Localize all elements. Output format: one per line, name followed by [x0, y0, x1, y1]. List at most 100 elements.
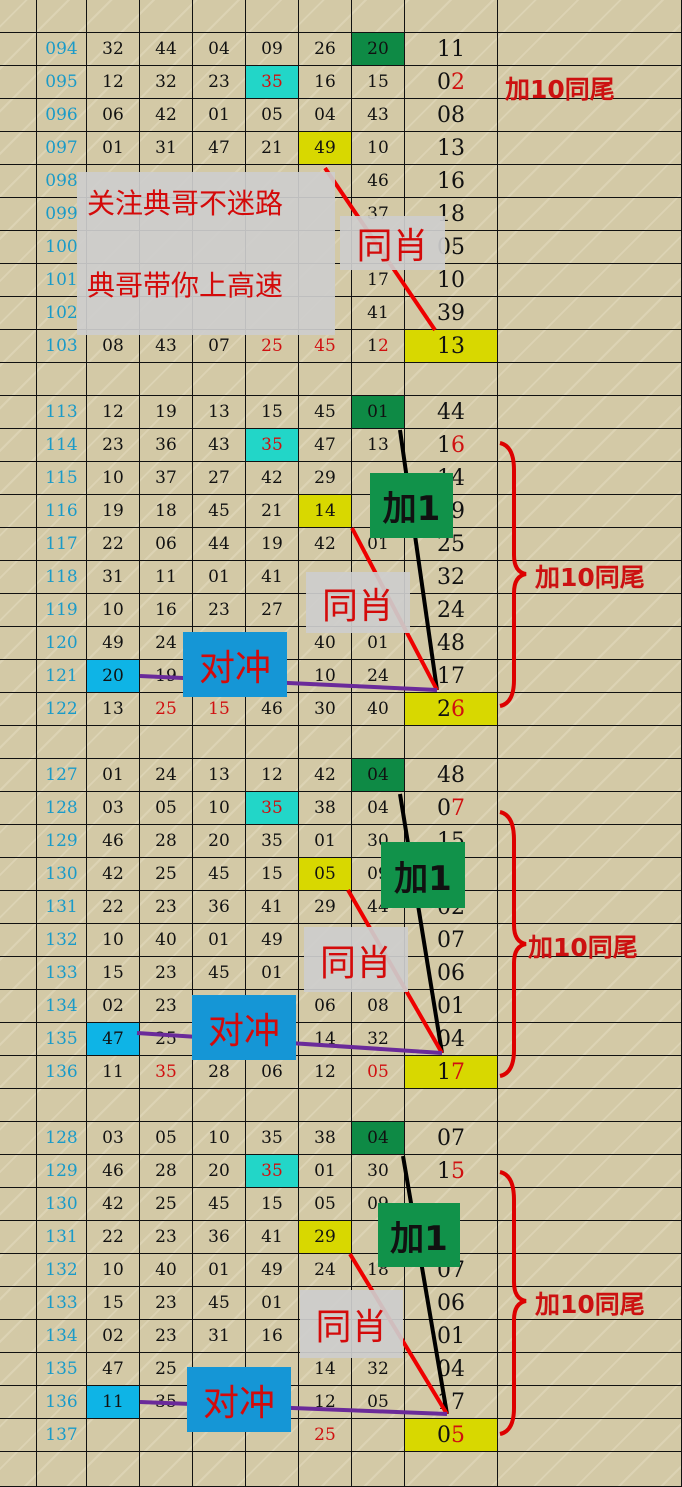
number-cell: 14	[299, 1023, 352, 1056]
notes-cell	[498, 330, 682, 363]
number-cell: 29	[299, 891, 352, 924]
number-cell: 28	[140, 825, 193, 858]
number-cell: 36	[193, 891, 246, 924]
issue-number: 096	[37, 99, 87, 132]
number-cell: 46	[246, 693, 299, 726]
number-cell: 41	[246, 1221, 299, 1254]
empty-cell	[87, 1452, 140, 1487]
notes-cell	[498, 1254, 682, 1287]
same-zodiac-label: 同肖	[340, 216, 445, 270]
number-cell: 27	[246, 594, 299, 627]
notes-cell	[498, 1188, 682, 1221]
number-cell: 13	[193, 396, 246, 429]
number-cell: 23	[140, 1320, 193, 1353]
number-cell: 35	[246, 429, 299, 462]
notes-cell	[498, 198, 682, 231]
row-margin	[0, 33, 37, 66]
number-cell: 46	[352, 165, 405, 198]
number-cell: 04	[352, 792, 405, 825]
number-cell: 45	[193, 1188, 246, 1221]
number-cell: 22	[87, 891, 140, 924]
empty-cell	[352, 1089, 405, 1122]
number-cell: 16	[246, 1320, 299, 1353]
row-margin	[0, 1419, 37, 1452]
note-line-2: 典哥带你上高速	[87, 269, 284, 302]
number-cell: 26	[299, 33, 352, 66]
empty-cell	[193, 1452, 246, 1487]
number-cell: 05	[140, 1122, 193, 1155]
number-cell: 05	[352, 1386, 405, 1419]
empty-cell	[352, 1452, 405, 1487]
number-cell: 02	[87, 990, 140, 1023]
number-cell: 30	[299, 693, 352, 726]
row-margin	[0, 495, 37, 528]
notes-cell	[498, 660, 682, 693]
number-cell: 29	[299, 1221, 352, 1254]
number-cell: 24	[299, 1254, 352, 1287]
notes-cell	[498, 495, 682, 528]
number-cell: 23	[140, 990, 193, 1023]
number-cell: 01	[193, 1254, 246, 1287]
issue-number: 127	[37, 759, 87, 792]
notes-cell	[498, 429, 682, 462]
empty-cell	[405, 1452, 498, 1487]
notes-cell	[498, 594, 682, 627]
issue-number: 128	[37, 1122, 87, 1155]
opposite-label: 对冲	[192, 995, 296, 1060]
number-cell: 24	[140, 759, 193, 792]
number-cell: 25	[140, 1023, 193, 1056]
number-cell: 10	[299, 660, 352, 693]
empty-cell	[498, 1452, 682, 1487]
number-cell: 01	[87, 132, 140, 165]
notes-cell	[498, 1155, 682, 1188]
issue-number: 118	[37, 561, 87, 594]
number-cell: 42	[246, 462, 299, 495]
number-cell: 46	[87, 825, 140, 858]
special-number-cell: 48	[405, 759, 498, 792]
issue-number: 095	[37, 66, 87, 99]
row-margin	[0, 858, 37, 891]
special-number-cell: 32	[405, 561, 498, 594]
row-margin	[0, 990, 37, 1023]
notes-cell	[498, 1353, 682, 1386]
row-margin	[0, 1287, 37, 1320]
plus10-same-tail-label: 加10同尾	[535, 563, 645, 592]
number-cell: 15	[246, 396, 299, 429]
number-cell: 01	[193, 924, 246, 957]
plus-one-label: 加1	[378, 1203, 460, 1267]
number-cell: 32	[352, 1023, 405, 1056]
number-cell: 23	[140, 891, 193, 924]
row-margin	[0, 165, 37, 198]
notes-cell	[498, 1122, 682, 1155]
number-cell: 45	[193, 858, 246, 891]
number-cell: 04	[352, 759, 405, 792]
issue-number: 114	[37, 429, 87, 462]
issue-number: 129	[37, 825, 87, 858]
number-cell	[352, 1419, 405, 1452]
number-cell: 24	[352, 660, 405, 693]
row-margin	[0, 1254, 37, 1287]
number-cell: 15	[87, 1287, 140, 1320]
number-cell: 49	[87, 627, 140, 660]
number-cell: 43	[140, 330, 193, 363]
number-cell: 08	[352, 990, 405, 1023]
issue-number: 121	[37, 660, 87, 693]
same-zodiac-label: 同肖	[306, 572, 410, 633]
empty-cell	[405, 0, 498, 33]
issue-number: 094	[37, 33, 87, 66]
notes-cell	[498, 264, 682, 297]
plus10-same-tail-label: 加10同尾	[535, 1290, 645, 1319]
empty-cell	[352, 0, 405, 33]
notes-cell	[498, 792, 682, 825]
number-cell: 45	[193, 495, 246, 528]
number-cell: 10	[87, 1254, 140, 1287]
empty-cell	[140, 0, 193, 33]
row-margin	[0, 924, 37, 957]
number-cell: 40	[352, 693, 405, 726]
notes-cell	[498, 1023, 682, 1056]
issue-number: 135	[37, 1023, 87, 1056]
same-zodiac-label: 同肖	[304, 927, 408, 992]
empty-cell	[352, 726, 405, 759]
